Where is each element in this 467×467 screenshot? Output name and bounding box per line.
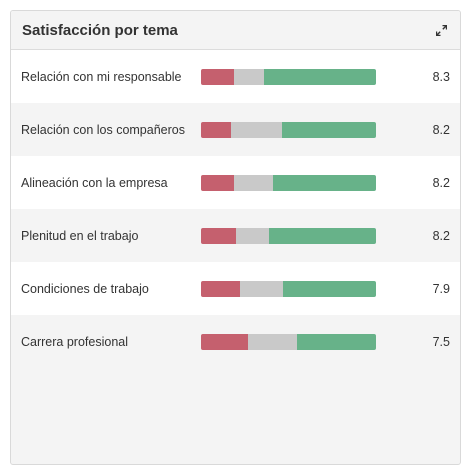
topic-row: Carrera profesional 7.5 — [11, 315, 460, 368]
neutral-segment — [234, 174, 273, 191]
negative-segment — [201, 280, 240, 297]
positive-segment — [269, 227, 376, 244]
topic-label: Condiciones de trabajo — [21, 281, 149, 296]
neutral-segment — [236, 227, 270, 244]
widget-title: Satisfacción por tema — [22, 21, 178, 39]
topic-label: Relación con mi responsable — [21, 69, 182, 84]
distribution-bar[interactable] — [201, 68, 376, 85]
topic-score: 8.2 — [432, 228, 450, 243]
distribution-bar[interactable] — [201, 121, 376, 138]
topic-score: 8.2 — [432, 122, 450, 137]
topic-label: Plenitud en el trabajo — [21, 228, 139, 243]
topic-row: Relación con los compañeros 8.2 — [11, 103, 460, 156]
satisfaction-widget: Satisfacción por tema Relación con mi re… — [10, 10, 461, 465]
topic-label: Alineación con la empresa — [21, 175, 168, 190]
topic-row: Relación con mi responsable 8.3 — [11, 50, 460, 103]
negative-segment — [201, 68, 235, 85]
positive-segment — [283, 280, 376, 297]
topic-label: Relación con los compañeros — [21, 122, 185, 137]
negative-segment — [201, 174, 235, 191]
topic-score: 8.2 — [432, 175, 450, 190]
topic-row: Alineación con la empresa 8.2 — [11, 156, 460, 209]
topic-label: Carrera profesional — [21, 334, 128, 349]
expand-arrows-icon[interactable] — [434, 23, 448, 37]
distribution-bar[interactable] — [201, 280, 376, 297]
positive-segment — [281, 121, 376, 138]
neutral-segment — [239, 280, 284, 297]
topic-list: Relación con mi responsable 8.3 Relación… — [11, 50, 460, 368]
topic-row: Plenitud en el trabajo 8.2 — [11, 209, 460, 262]
positive-segment — [264, 68, 376, 85]
positive-segment — [297, 333, 376, 350]
widget-header: Satisfacción por tema — [11, 11, 460, 50]
negative-segment — [201, 333, 249, 350]
topic-score: 8.3 — [432, 69, 450, 84]
neutral-segment — [230, 121, 282, 138]
topic-score: 7.9 — [432, 281, 450, 296]
distribution-bar[interactable] — [201, 227, 376, 244]
distribution-bar[interactable] — [201, 174, 376, 191]
positive-segment — [272, 174, 376, 191]
negative-segment — [201, 227, 236, 244]
topic-score: 7.5 — [432, 334, 450, 349]
distribution-bar[interactable] — [201, 333, 376, 350]
topic-row: Condiciones de trabajo 7.9 — [11, 262, 460, 315]
negative-segment — [201, 121, 231, 138]
neutral-segment — [234, 68, 264, 85]
expand-arrows-svg — [435, 24, 447, 36]
neutral-segment — [248, 333, 298, 350]
